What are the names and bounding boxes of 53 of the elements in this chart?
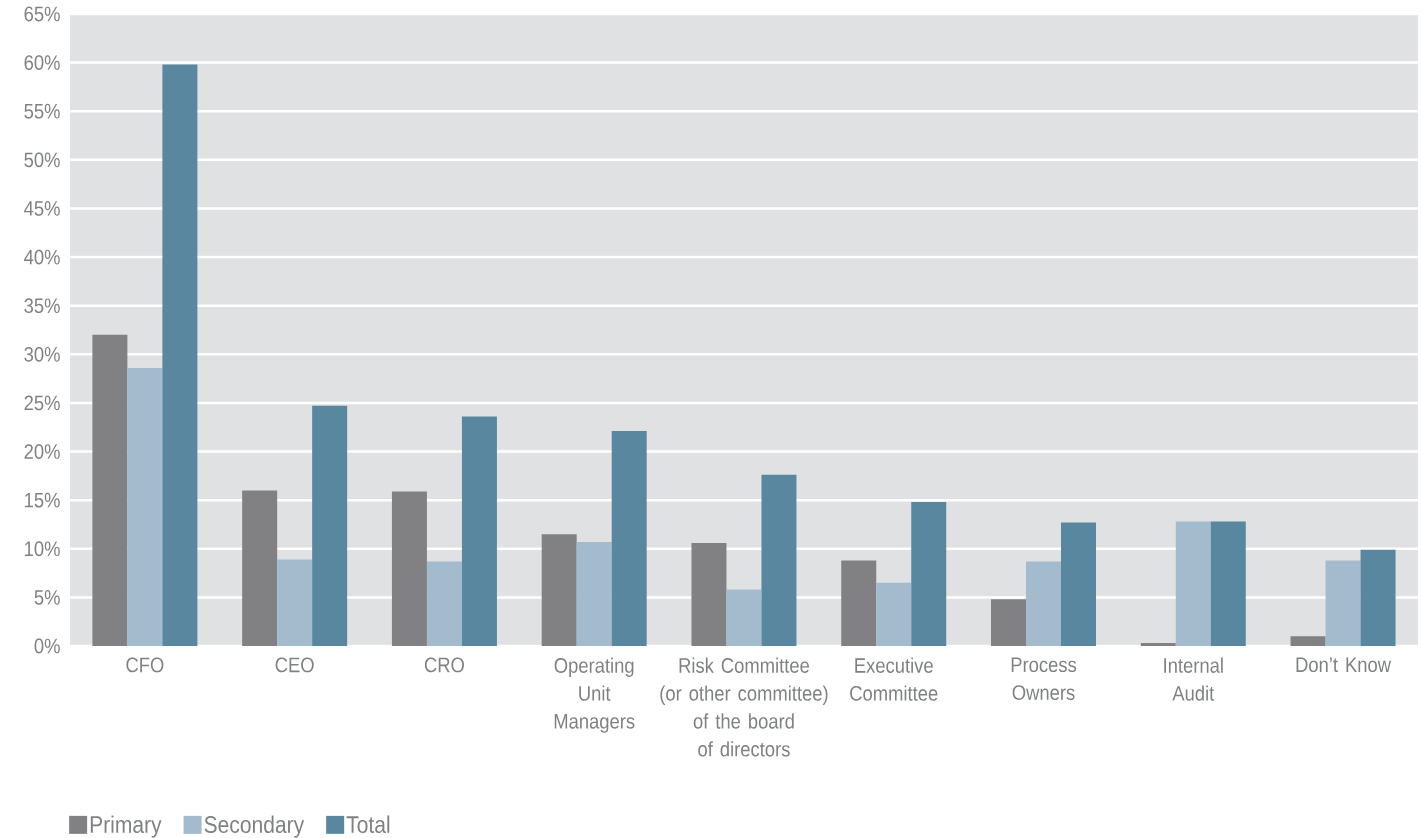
bar (1061, 522, 1096, 646)
x-tick-label: Don’t Know (1296, 657, 1392, 673)
bar (426, 561, 462, 646)
bar (726, 589, 762, 646)
y-tick-label: 0% (34, 638, 60, 654)
bar (312, 405, 348, 646)
bar (277, 559, 313, 646)
bar (541, 534, 577, 646)
bar (1290, 636, 1326, 646)
bar (461, 416, 497, 646)
y-tick-label: 30% (24, 346, 60, 362)
bar (1026, 561, 1061, 646)
bar (391, 491, 427, 646)
legend-label: Primary (90, 815, 162, 838)
bar (991, 599, 1026, 646)
bar (1360, 549, 1396, 646)
y-tick-label: 20% (24, 444, 60, 459)
y-tick-label: 35% (24, 298, 60, 314)
y-tick-label: 55% (24, 103, 60, 119)
x-tick-label: Risk Committee (or other committee) of the board of directors (660, 657, 828, 757)
y-tick-label: 60% (24, 55, 60, 71)
legend-label: Secondary (204, 815, 305, 838)
x-tick-label: Executive Committee (850, 657, 938, 701)
bar (92, 334, 128, 646)
bar (876, 582, 912, 646)
x-tick-label: CEO (275, 657, 314, 673)
y-tick-label: 25% (24, 395, 60, 411)
x-tick-label: Operating Unit Managers (554, 657, 635, 733)
bar (576, 541, 612, 646)
x-tick-label: CFO (126, 657, 164, 673)
y-tick-label: 45% (24, 201, 60, 216)
y-tick-label: 10% (25, 541, 60, 557)
bar (1175, 521, 1211, 646)
bar (127, 367, 163, 646)
x-tick-label: Process Owners (1011, 657, 1077, 701)
bar (162, 64, 198, 646)
bar (611, 431, 647, 646)
y-tick-label: 5% (34, 590, 60, 605)
x-tick-label: CRO (424, 657, 464, 673)
y-tick-label: 65% (24, 6, 60, 22)
bar (1210, 521, 1246, 646)
y-tick-label: 15% (25, 492, 60, 508)
x-tick-label: Internal Audit (1164, 657, 1223, 701)
bar (242, 490, 278, 646)
y-tick-label: 40% (24, 249, 60, 265)
bar (841, 560, 877, 646)
bar (1325, 560, 1361, 646)
bar (1140, 643, 1176, 646)
bar (761, 474, 797, 646)
bar (691, 542, 727, 646)
legend-label: Total (346, 815, 390, 834)
y-tick-label: 50% (24, 152, 60, 168)
bar (911, 502, 947, 646)
